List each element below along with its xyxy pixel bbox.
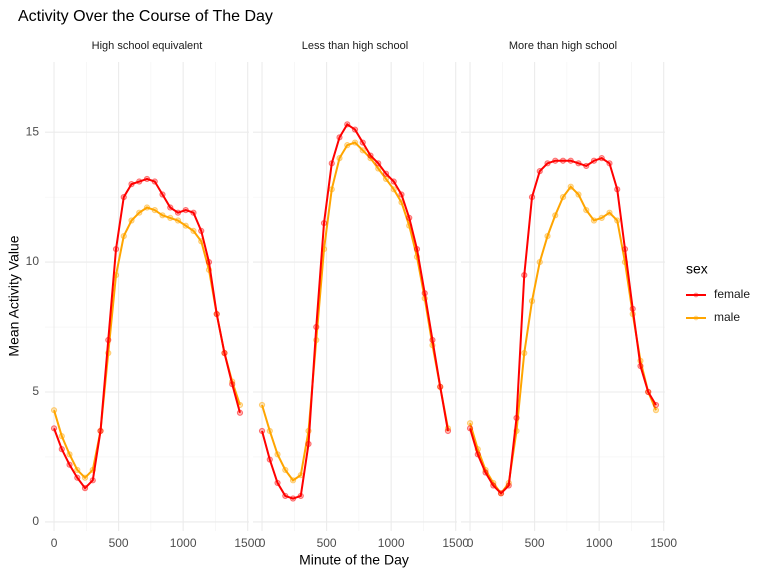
smooth-line [261, 122, 449, 500]
legend-title: sex [686, 261, 708, 277]
x-tick-label: 1500 [650, 536, 677, 550]
legend-label: female [714, 287, 750, 301]
x-tick-label: 1000 [170, 536, 197, 550]
y-tick-label: 0 [32, 514, 39, 528]
x-tick-label: 0 [467, 536, 474, 550]
smooth-line [53, 177, 241, 490]
smooth-line [53, 206, 241, 480]
x-tick-label: 1500 [442, 536, 469, 550]
facet-title: Less than high school [302, 40, 408, 52]
y-axis-label: Mean Activity Value [6, 235, 22, 356]
chart-title: Activity Over the Course of The Day [18, 8, 273, 25]
x-tick-label: 0 [259, 536, 266, 550]
y-tick-label: 5 [32, 384, 39, 398]
smooth-line [261, 141, 449, 482]
x-tick-label: 0 [51, 536, 58, 550]
legend-label: male [714, 310, 740, 324]
y-tick-label: 10 [26, 254, 40, 268]
smooth-line [469, 157, 657, 495]
smooth-line [469, 185, 657, 495]
x-tick-label: 1000 [378, 536, 405, 550]
x-axis-label: Minute of the Day [299, 552, 409, 568]
x-tick-label: 500 [109, 536, 129, 550]
x-tick-label: 500 [525, 536, 545, 550]
facet-title: More than high school [509, 40, 617, 52]
legend-key-point [693, 315, 699, 321]
facet-title: High school equivalent [92, 40, 203, 52]
x-tick-label: 1500 [234, 536, 261, 550]
y-tick-label: 15 [26, 124, 40, 138]
x-tick-label: 1000 [586, 536, 613, 550]
legend-key-point [693, 292, 699, 298]
x-tick-label: 500 [317, 536, 337, 550]
